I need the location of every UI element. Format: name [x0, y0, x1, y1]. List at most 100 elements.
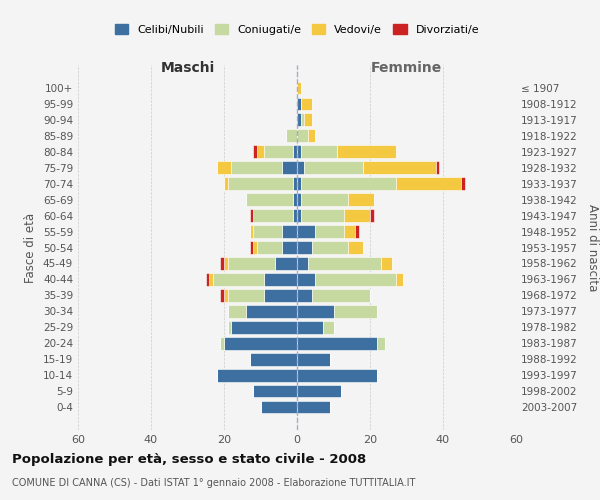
Bar [304, 162, 362, 174]
Bar [224, 257, 227, 270]
Bar [297, 114, 301, 126]
Bar [334, 305, 377, 318]
Bar [213, 273, 264, 286]
Bar [301, 98, 311, 110]
Bar [264, 289, 297, 302]
Bar [308, 130, 315, 142]
Legend: Celibi/Nubili, Coniugati/e, Vedovi/e, Divorziati/e: Celibi/Nubili, Coniugati/e, Vedovi/e, Di… [110, 20, 484, 39]
Bar [209, 273, 213, 286]
Bar [297, 305, 334, 318]
Bar [323, 321, 334, 334]
Bar [297, 209, 301, 222]
Bar [264, 273, 297, 286]
Bar [311, 241, 348, 254]
Bar [220, 289, 224, 302]
Bar [297, 273, 315, 286]
Bar [297, 321, 323, 334]
Bar [253, 209, 293, 222]
Bar [217, 368, 297, 382]
Bar [297, 384, 341, 398]
Bar [227, 321, 232, 334]
Y-axis label: Anni di nascita: Anni di nascita [586, 204, 599, 291]
Bar [297, 257, 308, 270]
Bar [348, 241, 363, 254]
Text: Femmine: Femmine [371, 61, 442, 75]
Bar [395, 178, 461, 190]
Bar [220, 257, 224, 270]
Bar [297, 289, 311, 302]
Bar [257, 146, 264, 158]
Bar [297, 146, 301, 158]
Bar [395, 273, 403, 286]
Bar [275, 257, 297, 270]
Bar [293, 146, 297, 158]
Y-axis label: Fasce di età: Fasce di età [25, 212, 37, 282]
Bar [250, 353, 297, 366]
Bar [206, 273, 209, 286]
Bar [301, 194, 348, 206]
Bar [227, 257, 275, 270]
Bar [227, 289, 264, 302]
Bar [355, 225, 359, 238]
Text: Popolazione per età, sesso e stato civile - 2008: Popolazione per età, sesso e stato civil… [12, 452, 366, 466]
Bar [250, 241, 253, 254]
Bar [232, 162, 283, 174]
Bar [301, 114, 304, 126]
Bar [348, 194, 374, 206]
Bar [283, 225, 297, 238]
Bar [224, 289, 227, 302]
Bar [297, 368, 377, 382]
Bar [232, 321, 297, 334]
Bar [217, 162, 232, 174]
Bar [220, 337, 224, 349]
Bar [362, 162, 436, 174]
Bar [253, 146, 257, 158]
Bar [297, 241, 311, 254]
Bar [227, 305, 246, 318]
Bar [381, 257, 392, 270]
Bar [297, 130, 308, 142]
Bar [264, 146, 293, 158]
Bar [301, 178, 395, 190]
Bar [253, 241, 257, 254]
Text: Maschi: Maschi [160, 61, 215, 75]
Bar [297, 337, 377, 349]
Bar [293, 209, 297, 222]
Bar [260, 400, 297, 413]
Bar [227, 178, 293, 190]
Bar [224, 178, 227, 190]
Bar [370, 209, 374, 222]
Bar [337, 146, 395, 158]
Text: COMUNE DI CANNA (CS) - Dati ISTAT 1° gennaio 2008 - Elaborazione TUTTITALIA.IT: COMUNE DI CANNA (CS) - Dati ISTAT 1° gen… [12, 478, 415, 488]
Bar [297, 98, 301, 110]
Bar [297, 178, 301, 190]
Bar [250, 225, 253, 238]
Bar [301, 209, 344, 222]
Bar [304, 114, 311, 126]
Bar [293, 194, 297, 206]
Bar [250, 209, 253, 222]
Bar [246, 194, 293, 206]
Bar [293, 178, 297, 190]
Bar [297, 82, 301, 94]
Bar [253, 225, 283, 238]
Bar [315, 273, 395, 286]
Bar [246, 305, 297, 318]
Bar [286, 130, 297, 142]
Bar [297, 162, 304, 174]
Bar [283, 162, 297, 174]
Bar [297, 353, 330, 366]
Bar [311, 289, 370, 302]
Bar [253, 384, 297, 398]
Bar [344, 209, 370, 222]
Bar [315, 225, 344, 238]
Bar [297, 400, 330, 413]
Bar [297, 194, 301, 206]
Bar [301, 146, 337, 158]
Bar [436, 162, 439, 174]
Bar [461, 178, 465, 190]
Bar [297, 225, 315, 238]
Bar [283, 241, 297, 254]
Bar [224, 337, 297, 349]
Bar [377, 337, 385, 349]
